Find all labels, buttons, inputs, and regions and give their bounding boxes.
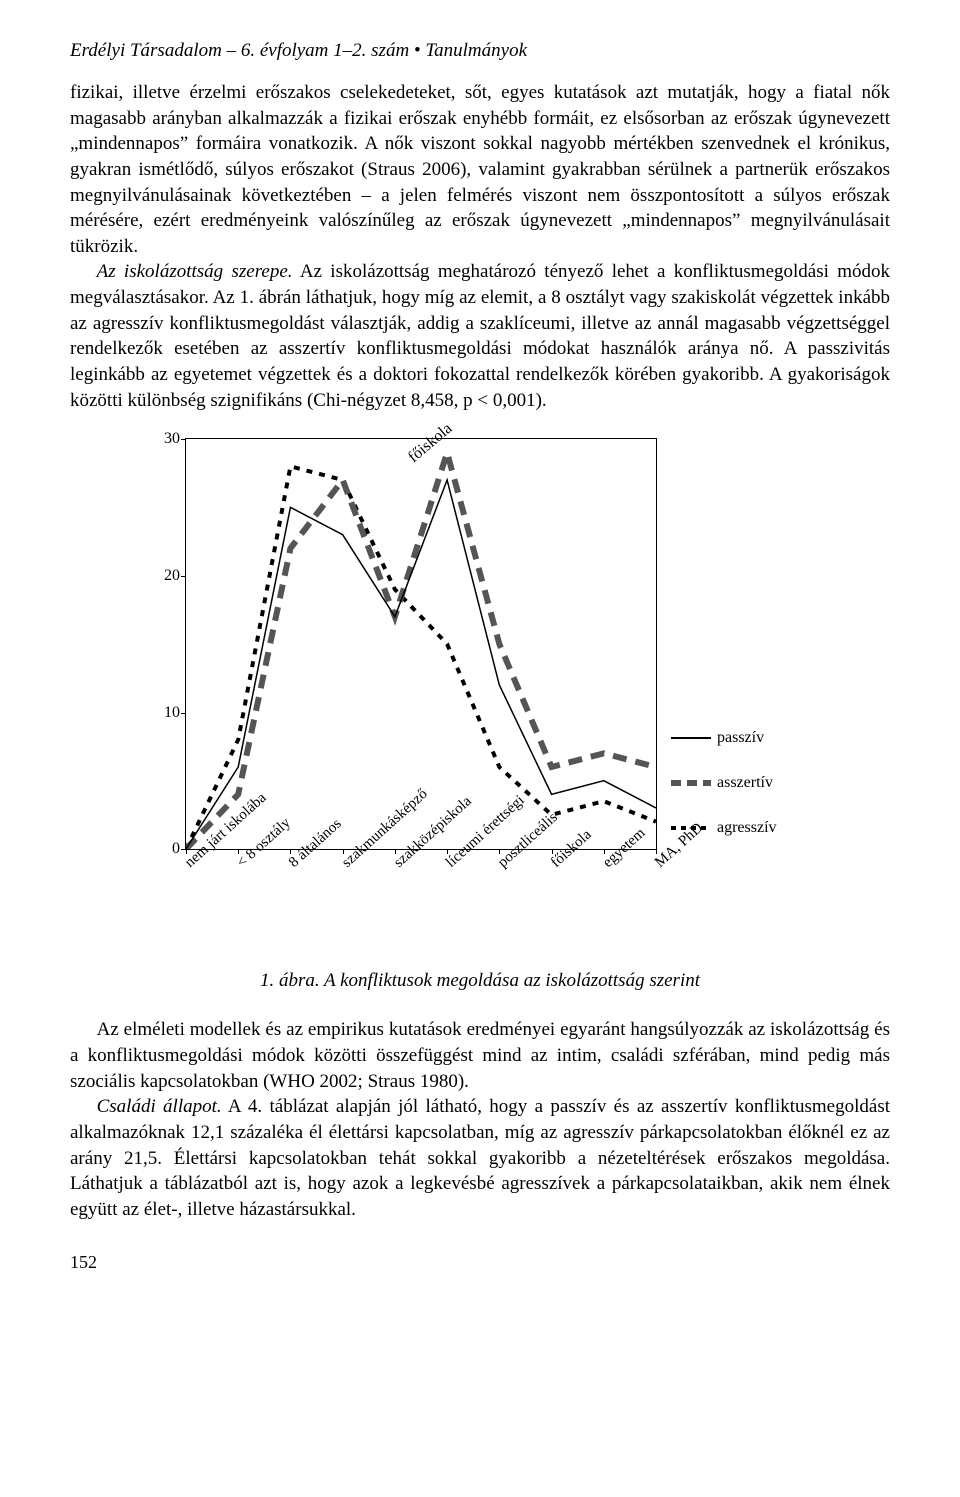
chart-area: 0102030nem járt iskolába< 8 osztály8 ált…: [145, 438, 815, 960]
legend-label: asszertív: [717, 774, 773, 792]
legend-swatch: [671, 780, 711, 786]
paragraph-2-body: Az iskolázottság meghatározó tényező leh…: [70, 261, 890, 410]
y-tick-label: 30: [164, 430, 180, 448]
figure-1-caption: 1. ábra. A konfliktusok megoldása az isk…: [260, 970, 700, 992]
legend-item-passziv: passzív: [671, 729, 764, 747]
legend-label: passzív: [717, 729, 764, 747]
legend-swatch: [671, 737, 711, 739]
body-block-2: Az elméleti modellek és az empirikus kut…: [70, 1017, 890, 1222]
legend-swatch: [671, 826, 711, 830]
paragraph-4: Családi állapot. A 4. táblázat alapján j…: [70, 1094, 890, 1222]
y-tick-label: 0: [172, 840, 180, 858]
chart-svg: [186, 439, 656, 849]
legend-item-asszertiv: asszertív: [671, 774, 773, 792]
legend-item-agressziv: agresszív: [671, 819, 777, 837]
paragraph-2-lead: Az iskolázottság szerepe.: [97, 261, 293, 282]
plot-frame: 0102030nem járt iskolába< 8 osztály8 ált…: [185, 438, 657, 850]
legend-label: agresszív: [717, 819, 777, 837]
page-number: 152: [70, 1252, 890, 1273]
paragraph-1: fizikai, illetve érzelmi erőszakos csele…: [70, 80, 890, 259]
y-tick-label: 20: [164, 567, 180, 585]
paragraph-4-lead: Családi állapot.: [97, 1096, 222, 1117]
figure-1: 0102030nem járt iskolába< 8 osztály8 ált…: [70, 438, 890, 992]
body-block-1: fizikai, illetve érzelmi erőszakos csele…: [70, 80, 890, 413]
paragraph-3: Az elméleti modellek és az empirikus kut…: [70, 1017, 890, 1094]
paragraph-2: Az iskolázottság szerepe. Az iskolázotts…: [70, 259, 890, 413]
running-head: Erdélyi Társadalom – 6. évfolyam 1–2. sz…: [70, 40, 890, 62]
y-tick-label: 10: [164, 704, 180, 722]
